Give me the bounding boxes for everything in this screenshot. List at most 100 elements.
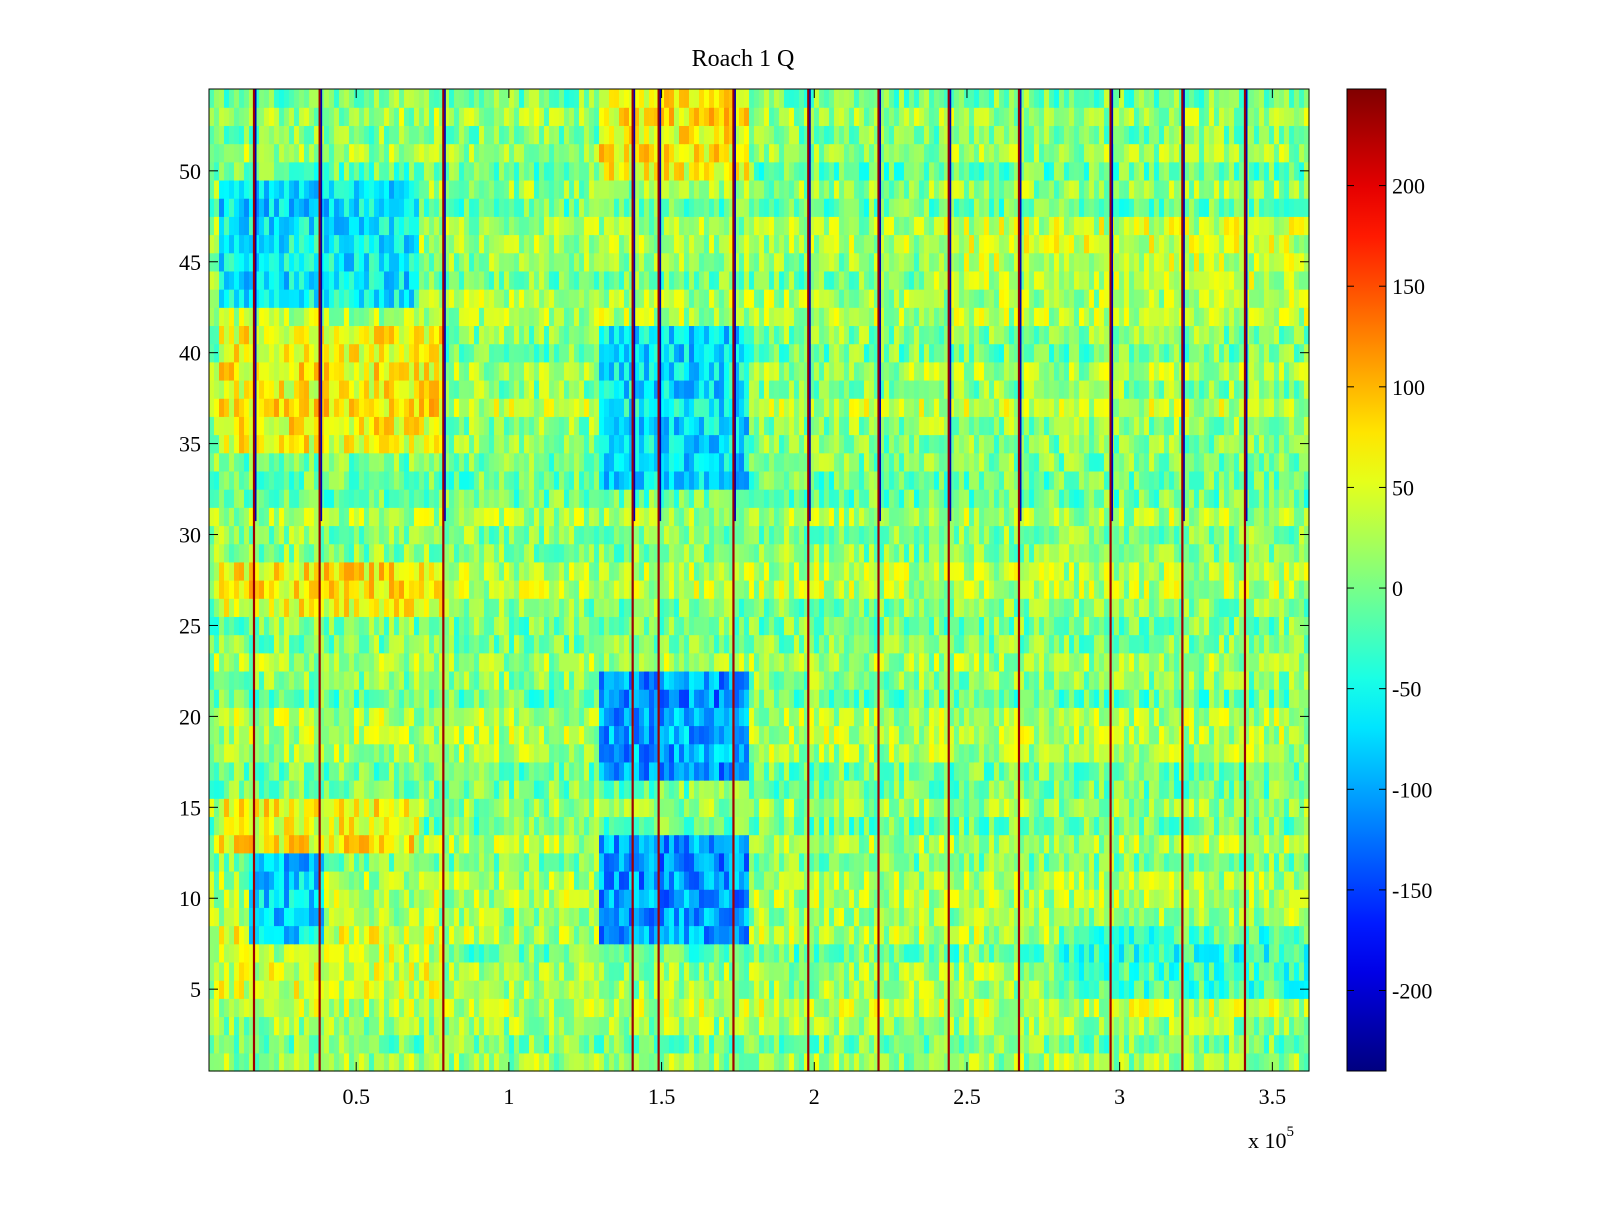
heatmap-cell: [1239, 1016, 1245, 1035]
heatmap-cell: [879, 853, 885, 872]
heatmap-cell: [1094, 944, 1100, 963]
heatmap-cell: [1284, 798, 1290, 817]
heatmap-cell: [939, 671, 945, 690]
heatmap-cell: [919, 853, 925, 872]
heatmap-cell: [574, 780, 580, 799]
heatmap-cell: [829, 762, 835, 781]
heatmap-cell: [1154, 1016, 1160, 1035]
heatmap-cell: [209, 780, 215, 799]
heatmap-cell: [1284, 744, 1290, 763]
heatmap-cell: [304, 725, 310, 744]
heatmap-cell: [549, 980, 555, 999]
heatmap-cell: [529, 962, 535, 981]
heatmap-cell: [409, 816, 415, 835]
heatmap-cell: [1199, 944, 1205, 963]
heatmap-cell: [579, 1053, 585, 1072]
heatmap-cell: [739, 1053, 745, 1072]
heatmap-cell: [899, 889, 905, 908]
heatmap-cell: [494, 980, 500, 999]
heatmap-cell: [279, 907, 285, 926]
heatmap-cell: [424, 707, 430, 726]
heatmap-cell: [324, 980, 330, 999]
heatmap-cell: [754, 998, 760, 1017]
heatmap-cell: [489, 1053, 495, 1072]
heatmap-cell: [404, 871, 410, 890]
heatmap-cell: [704, 762, 710, 781]
heatmap-cell: [889, 889, 895, 908]
heatmap-cell: [539, 689, 545, 708]
heatmap-cell: [509, 816, 515, 835]
heatmap-cell: [754, 980, 760, 999]
heatmap-cell: [269, 816, 275, 835]
heatmap-cell: [969, 871, 975, 890]
heatmap-cell: [1074, 926, 1080, 945]
heatmap-cell: [1084, 762, 1090, 781]
heatmap-cell: [219, 871, 225, 890]
heatmap-cell: [269, 962, 275, 981]
heatmap-cell: [604, 980, 610, 999]
heatmap-cell: [269, 871, 275, 890]
heatmap-cell: [424, 980, 430, 999]
heatmap-cell: [544, 944, 550, 963]
heatmap-cell: [849, 707, 855, 726]
heatmap-cell: [589, 926, 595, 945]
heatmap-cell: [1169, 926, 1175, 945]
heatmap-cell: [1089, 798, 1095, 817]
heatmap-cell: [974, 980, 980, 999]
heatmap-cell: [344, 780, 350, 799]
heatmap-cell: [1089, 962, 1095, 981]
heatmap-cell: [1204, 889, 1210, 908]
heatmap-cell: [1159, 1053, 1165, 1072]
heatmap-cell: [1249, 998, 1255, 1017]
heatmap-cell: [659, 653, 665, 672]
heatmap-cell: [844, 653, 850, 672]
heatmap-cell: [1259, 1016, 1265, 1035]
heatmap-cell: [404, 853, 410, 872]
heatmap-cell: [1259, 980, 1265, 999]
heatmap-cell: [374, 889, 380, 908]
heatmap-cell: [999, 671, 1005, 690]
heatmap-cell: [259, 780, 265, 799]
heatmap-cell: [404, 653, 410, 672]
heatmap-cell: [954, 780, 960, 799]
heatmap-cell: [1249, 671, 1255, 690]
heatmap-cell: [414, 871, 420, 890]
heatmap-cell: [819, 1016, 825, 1035]
heatmap-cell: [914, 816, 920, 835]
heatmap-cell: [389, 962, 395, 981]
heatmap-cell: [469, 907, 475, 926]
heatmap-cell: [964, 816, 970, 835]
heatmap-cell: [939, 907, 945, 926]
heatmap-cell: [1164, 744, 1170, 763]
heatmap-cell: [329, 762, 335, 781]
heatmap-cell: [1099, 907, 1105, 926]
heatmap-cell: [1154, 998, 1160, 1017]
heatmap-cell: [529, 1016, 535, 1035]
heatmap-cell: [484, 871, 490, 890]
heatmap-cell: [549, 707, 555, 726]
heatmap-cell: [999, 744, 1005, 763]
heatmap-cell: [619, 853, 625, 872]
heatmap-cell: [674, 689, 680, 708]
heatmap-cell: [369, 1016, 375, 1035]
heatmap-cell: [1299, 998, 1305, 1017]
heatmap-cell: [959, 798, 965, 817]
heatmap-cell: [399, 944, 405, 963]
heatmap-cell: [639, 889, 645, 908]
heatmap-cell: [479, 689, 485, 708]
heatmap-cell: [529, 725, 535, 744]
heatmap-cell: [1149, 835, 1155, 854]
heatmap-cell: [1029, 671, 1035, 690]
heatmap-cell: [504, 944, 510, 963]
heatmap-cell: [709, 944, 715, 963]
heatmap-cell: [1294, 980, 1300, 999]
heatmap-cell: [839, 762, 845, 781]
heatmap-cell: [1264, 725, 1270, 744]
heatmap-cell: [839, 1035, 845, 1054]
heatmap-cell: [394, 725, 400, 744]
heatmap-cell: [634, 889, 640, 908]
heatmap-cell: [259, 1035, 265, 1054]
heatmap-cell: [1199, 962, 1205, 981]
heatmap-cell: [574, 962, 580, 981]
heatmap-cell: [849, 1016, 855, 1035]
